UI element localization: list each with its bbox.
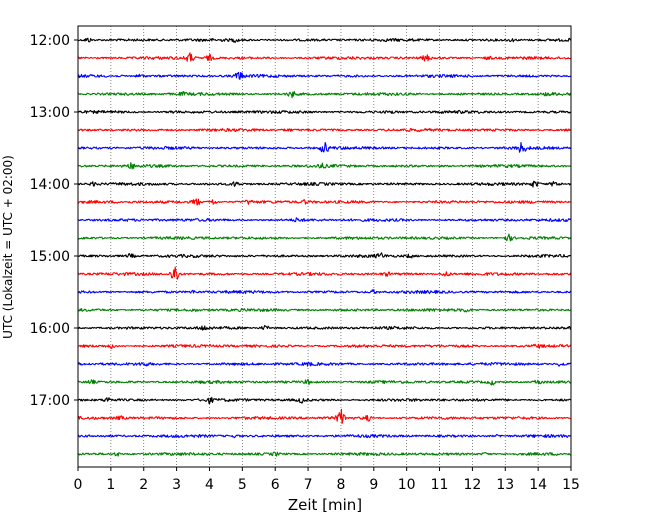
x-tick-label: 14 — [529, 477, 547, 493]
x-tick-label: 12 — [463, 477, 481, 493]
x-tick-label: 10 — [398, 477, 416, 493]
trace-line — [77, 289, 572, 295]
y-axis: 12:00 13:00 14:00 15:00 16:00 17:00 — [30, 33, 78, 409]
trace-line — [77, 37, 572, 44]
trace-line — [77, 396, 572, 404]
trace-line — [77, 361, 572, 367]
trace-line — [77, 127, 572, 133]
x-tick-label: 15 — [562, 477, 580, 493]
y-tick-label: 12:00 — [30, 33, 70, 49]
trace-line — [77, 266, 572, 280]
y-tick-label: 13:00 — [30, 105, 70, 121]
plot-frame — [77, 25, 572, 468]
trace-line — [77, 379, 572, 386]
trace-line — [77, 141, 572, 153]
trace-line — [77, 252, 572, 259]
x-axis: 0 1 2 3 4 5 6 7 8 9 10 11 12 13 14 15 — [74, 467, 580, 493]
x-tick-label: 13 — [496, 477, 514, 493]
trace-line — [77, 451, 572, 457]
y-axis-label: UTC (Lokalzeit = UTC + 02:00) — [1, 155, 15, 339]
y-tick-label: 14:00 — [30, 177, 70, 193]
trace-line — [77, 324, 572, 331]
x-tick-label: 4 — [205, 477, 214, 493]
trace-line — [77, 233, 572, 242]
trace-line — [77, 343, 572, 350]
x-tick-label: 3 — [172, 477, 181, 493]
y-tick-label: 16:00 — [30, 321, 70, 337]
trace-line — [77, 71, 572, 80]
trace-line — [77, 217, 572, 223]
x-tick-label: 11 — [431, 477, 449, 493]
trace-line — [77, 180, 572, 188]
x-tick-label: 1 — [106, 477, 115, 493]
trace-line — [77, 433, 572, 439]
x-tick-label: 5 — [238, 477, 247, 493]
x-tick-label: 9 — [369, 477, 378, 493]
trace-line — [77, 198, 572, 206]
trace-line — [77, 52, 572, 62]
x-tick-label: 2 — [139, 477, 148, 493]
x-tick-label: 7 — [304, 477, 313, 493]
x-axis-label: Zeit [min] — [288, 496, 362, 514]
x-tick-label: 0 — [74, 477, 83, 493]
trace-line — [77, 408, 572, 425]
trace-line — [77, 91, 572, 99]
trace-line — [77, 308, 572, 313]
y-tick-label: 15:00 — [30, 249, 70, 265]
x-tick-label: 8 — [336, 477, 345, 493]
y-tick-label: 17:00 — [30, 393, 70, 409]
seismic-traces — [77, 37, 572, 457]
trace-line — [77, 162, 572, 170]
trace-line — [77, 109, 572, 115]
x-tick-label: 6 — [271, 477, 280, 493]
